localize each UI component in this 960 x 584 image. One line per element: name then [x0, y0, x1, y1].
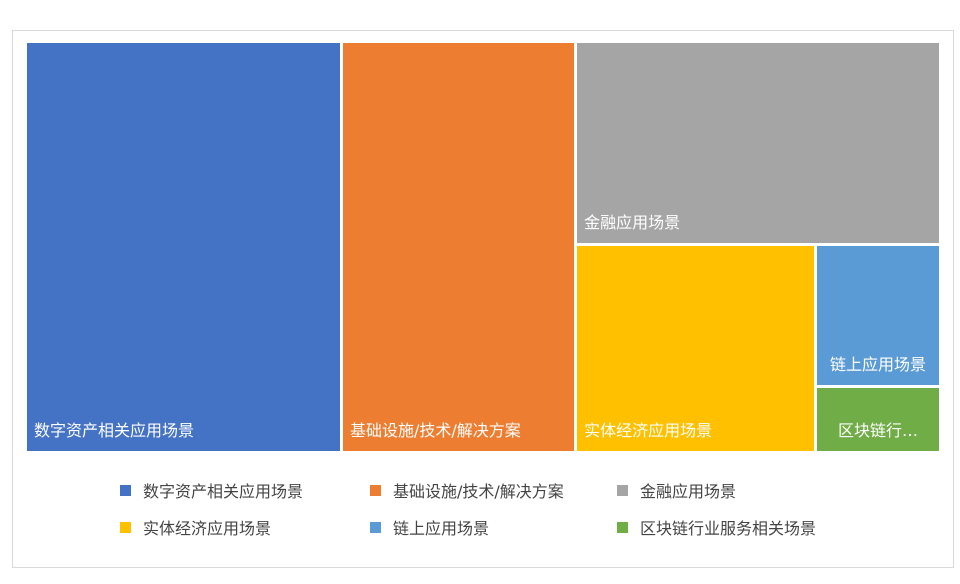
legend-swatch: [617, 484, 628, 496]
treemap-tile-5: 链上应用场景: [816, 246, 942, 388]
legend: 数字资产相关应用场景 基础设施/技术/解决方案 金融应用场景实体经济应用场景 链上应用…: [120, 470, 880, 540]
treemap-tile-3: 金融应用场景: [577, 43, 942, 247]
legend-item: 金融应用场景: [617, 475, 736, 505]
legend-label: 区块链行业服务相关场景: [640, 519, 817, 538]
treemap-tile-label: 实体经济应用场景: [584, 420, 713, 440]
legend-label: 数字资产相关应用场景: [143, 482, 304, 501]
treemap-tile-label: 金融应用场景: [584, 213, 681, 233]
treemap-tile-6: 区块链行…: [816, 387, 942, 454]
legend-item: 基础设施/技术/解决方案: [370, 475, 564, 505]
legend-swatch: [370, 484, 381, 496]
treemap-tile-label: 区块链行…: [837, 420, 918, 440]
legend-item: 链上应用场景: [370, 512, 489, 542]
legend-label: 链上应用场景: [393, 519, 490, 538]
legend-swatch: [120, 521, 131, 533]
treemap-tile-label: 基础设施/技术/解决方案: [350, 421, 521, 440]
legend-item: 数字资产相关应用场景: [120, 475, 303, 505]
treemap-plot-area: 数字资产相关应用场景 基础设施/技术/解决方案 金融应用场景实体经济应用场景 链上应用…: [27, 43, 942, 454]
legend-swatch: [120, 484, 131, 496]
legend-label: 基础设施/技术/解决方案: [393, 482, 564, 501]
treemap-tile-1: 数字资产相关应用场景: [27, 43, 343, 454]
legend-item: 区块链行业服务相关场景: [617, 512, 816, 542]
treemap-tile-4: 实体经济应用场景: [577, 246, 817, 454]
legend-label: 金融应用场景: [640, 482, 737, 501]
legend-swatch: [617, 521, 628, 533]
legend-item: 实体经济应用场景: [120, 512, 271, 542]
treemap-tile-2: 基础设施/技术/解决方案: [343, 43, 578, 454]
treemap-tile-label: 链上应用场景: [829, 354, 926, 374]
treemap-tile-label: 数字资产相关应用场景: [34, 421, 195, 440]
legend-label: 实体经济应用场景: [143, 519, 272, 538]
legend-swatch: [370, 521, 381, 533]
